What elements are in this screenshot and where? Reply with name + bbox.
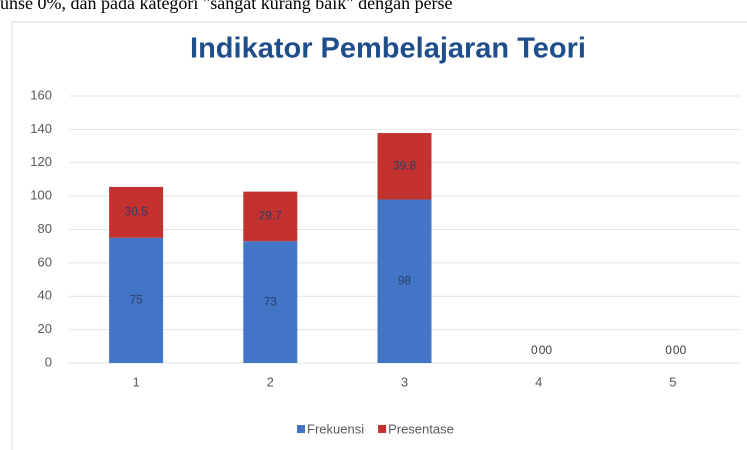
bar-segment: [377, 133, 432, 200]
y-tick-label: 80: [38, 221, 52, 236]
data-label: 30.5: [124, 205, 148, 219]
data-label: 0: [531, 343, 538, 357]
x-tick-label: 1: [132, 374, 139, 389]
data-label: 73: [264, 294, 278, 308]
data-label: 0: [665, 343, 672, 357]
data-label: 39.8: [393, 158, 417, 172]
bar-segment: [109, 186, 164, 238]
x-tick-label: 2: [267, 374, 274, 389]
bar-segment: [243, 241, 298, 363]
y-tick-label: 0: [45, 354, 52, 369]
y-tick-label: 120: [30, 154, 52, 169]
y-tick-label: 100: [30, 188, 52, 203]
y-tick-label: 20: [38, 321, 52, 336]
data-label: 98: [398, 273, 412, 287]
legend-swatch: [297, 425, 305, 433]
document-text: unse 0%, dan pada kategori "sangat kuran…: [0, 0, 453, 13]
y-tick-label: 160: [30, 87, 52, 102]
legend-swatch: [378, 425, 387, 433]
data-label: 00: [673, 343, 687, 357]
data-label: 00: [539, 343, 553, 357]
bar-segment: [243, 191, 298, 242]
bar-segment: [109, 237, 164, 363]
x-tick-label: 4: [535, 374, 542, 389]
y-tick-label: 60: [38, 254, 52, 269]
legend-label: Presentase: [388, 421, 454, 436]
x-tick-label: 3: [401, 374, 408, 389]
data-label: 75: [129, 293, 143, 307]
data-label: 29.7: [259, 209, 283, 223]
y-tick-label: 40: [38, 288, 52, 303]
legend-label: Frekuensi: [307, 421, 364, 436]
x-tick-label: 5: [669, 374, 676, 389]
bar-segment: [377, 199, 432, 363]
chart-title: Indikator Pembelajaran Teori: [190, 33, 586, 65]
y-tick-label: 140: [30, 121, 52, 136]
